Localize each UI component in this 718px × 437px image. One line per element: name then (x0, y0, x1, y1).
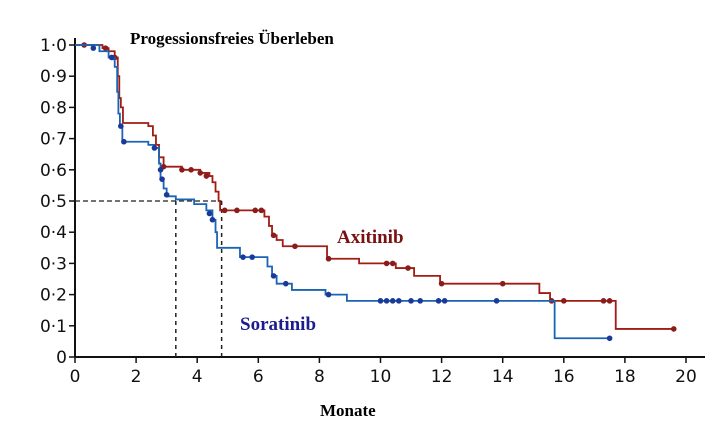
soratinib-censor-mark (441, 298, 448, 304)
soratinib-censor-mark (209, 216, 216, 223)
axitinib-label: Axitinib (337, 227, 404, 248)
soratinib-censor-mark (108, 54, 115, 61)
soratinib-survival-curve (75, 44, 610, 340)
y-tick-label: 0·8 (40, 98, 67, 118)
axitinib-censor-mark (325, 255, 332, 262)
axitinib-censor-mark (405, 265, 411, 271)
y-tick-label: 0·9 (40, 67, 67, 87)
soratinib-label: Soratinib (240, 314, 316, 335)
axitinib-censor-mark (203, 173, 210, 179)
soratinib-censor-mark (159, 176, 165, 182)
soratinib-censor-mark (157, 167, 164, 173)
axitinib-censor-mark (389, 260, 396, 267)
x-tick-label: 12 (431, 367, 453, 387)
soratinib-censor-mark (282, 280, 289, 287)
axitinib-censor-mark (234, 207, 240, 214)
y-tick-label: 1·0 (40, 36, 67, 56)
x-tick-label: 14 (492, 367, 514, 387)
axitinib-censor-mark (188, 167, 194, 173)
soratinib-censor-mark (389, 298, 396, 304)
x-tick-label: 20 (675, 367, 697, 387)
soratinib-censor-mark (435, 298, 442, 304)
x-tick-label: 4 (192, 367, 203, 387)
axitinib-censor-mark (179, 167, 185, 173)
y-tick-label: 0·6 (40, 161, 67, 181)
y-tick-label: 0 (56, 348, 67, 368)
x-tick-label: 6 (253, 367, 264, 387)
axitinib-censor-mark (102, 45, 109, 51)
y-tick-label: 0·3 (40, 254, 67, 274)
y-tick-label: 0·2 (40, 286, 67, 306)
x-tick-label: 18 (614, 367, 636, 387)
axitinib-survival-curve (75, 44, 674, 330)
axitinib-censor-mark (221, 207, 228, 214)
y-tick-label: 0·4 (40, 223, 67, 243)
axitinib-censor-mark (670, 326, 677, 332)
axitinib-censor-mark (438, 280, 445, 287)
soratinib-censor-mark (90, 45, 97, 51)
axitinib-censor-mark (561, 298, 567, 304)
soratinib-censor-mark (408, 298, 414, 304)
axitinib-censor-mark (383, 260, 390, 267)
soratinib-censor-mark (118, 123, 124, 129)
soratinib-censor-mark (270, 273, 277, 279)
x-tick-label: 0 (70, 367, 81, 387)
y-tick-label: 0·7 (40, 130, 67, 150)
soratinib-censor-mark (383, 298, 390, 304)
chart-title: Progessionsfreies Überleben (130, 29, 334, 48)
axitinib-censor-mark (499, 280, 506, 287)
axitinib-censor-mark (270, 232, 277, 239)
x-tick-label: 2 (131, 367, 142, 387)
axitinib-censor-mark (197, 170, 204, 176)
soratinib-censor-mark (151, 145, 158, 151)
soratinib-censor-mark (493, 298, 500, 304)
x-tick-label: 16 (553, 367, 575, 387)
axitinib-censor-mark (252, 207, 259, 214)
y-tick-label: 0·5 (40, 192, 67, 212)
soratinib-censor-mark (606, 335, 613, 342)
soratinib-censor-mark (206, 210, 213, 217)
soratinib-censor-mark (396, 298, 402, 304)
axitinib-censor-mark (600, 298, 607, 304)
x-tick-label: 8 (314, 367, 325, 387)
soratinib-censor-mark (417, 298, 424, 304)
axitinib-censor-mark (258, 207, 265, 214)
soratinib-censor-mark (121, 138, 127, 145)
y-tick-label: 0·1 (40, 317, 67, 337)
soratinib-censor-mark (240, 254, 246, 260)
x-tick-label: 10 (370, 367, 392, 387)
x-axis-label: Monate (320, 401, 376, 420)
soratinib-censor-mark (249, 254, 255, 260)
axitinib-censor-mark (292, 243, 298, 250)
soratinib-censor-mark (163, 191, 170, 198)
axitinib-censor-mark (606, 298, 613, 304)
soratinib-censor-mark (325, 291, 332, 298)
soratinib-censor-mark (377, 298, 384, 304)
